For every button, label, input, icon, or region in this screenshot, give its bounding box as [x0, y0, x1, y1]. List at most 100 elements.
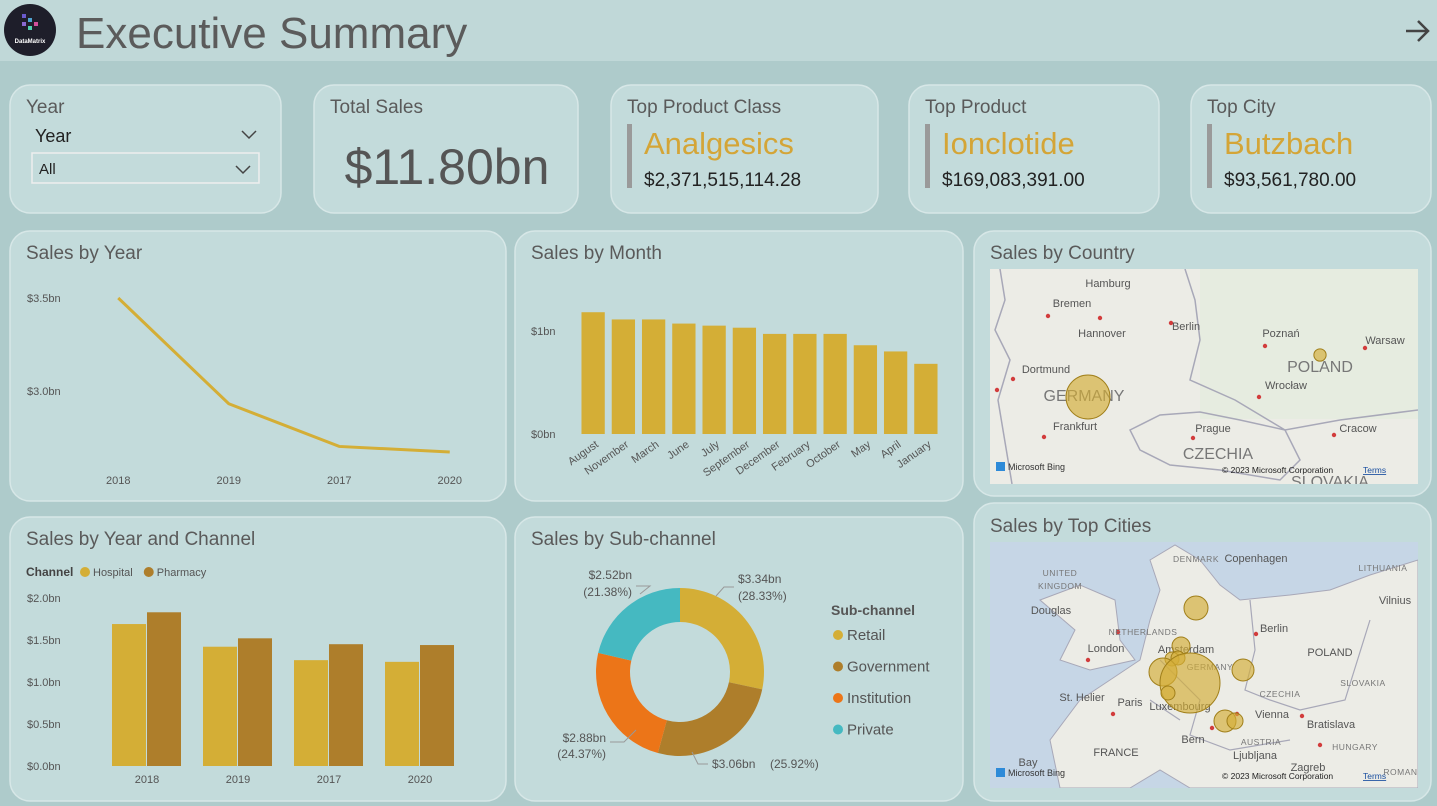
legend-marker	[833, 630, 843, 640]
bar	[420, 645, 454, 766]
chevron[interactable]	[241, 130, 257, 140]
data-label: (25.92%)	[770, 757, 819, 771]
card-name: Analgesics	[644, 126, 794, 161]
card-name: Butzbach	[1224, 126, 1353, 161]
chart-title: Sales by Year	[26, 243, 143, 264]
slicer-dropdown[interactable]	[31, 152, 260, 184]
map-label: Berlin	[1172, 321, 1200, 333]
map-label: Warsaw	[1365, 335, 1404, 347]
map-city-dot	[1097, 315, 1103, 321]
logo-text: DataMatrix	[15, 39, 46, 45]
leader-line	[610, 729, 637, 743]
map-city-dot	[1256, 394, 1262, 400]
map-attribution: Microsoft Bing	[1008, 768, 1065, 778]
bing-logo	[996, 462, 1005, 471]
bar	[853, 345, 878, 434]
card-value: $169,083,391.00	[942, 170, 1085, 191]
x-tick-label: 2018	[106, 475, 130, 487]
map-city-dot	[1010, 376, 1016, 382]
y-tick-label: $3.5bn	[27, 293, 61, 305]
map-bubble	[1313, 348, 1327, 362]
map-city-dot	[1209, 725, 1215, 731]
card-panel	[908, 84, 1160, 214]
map[interactable]: DENMARK Copenhagen LITHUANIA UNITED KINGDOM D…	[990, 542, 1427, 788]
map-label: ROMANIA	[1383, 767, 1426, 777]
map-label: Bay	[1019, 757, 1038, 769]
x-tick-label: 2020	[408, 774, 432, 786]
y-tick-label: $0bn	[531, 429, 555, 441]
bar	[762, 333, 787, 434]
map-city-dot	[1253, 631, 1259, 637]
bar	[732, 327, 757, 434]
donut-segment	[680, 588, 764, 690]
map-city-dot	[1262, 343, 1268, 349]
map[interactable]: Hamburg Bremen Hannover Berlin Poznań Warsaw D…	[990, 269, 1418, 491]
bar	[883, 351, 908, 434]
chevron[interactable]	[235, 165, 251, 175]
card-value: $2,371,515,114.28	[644, 170, 801, 191]
slicer-title: Year	[26, 97, 65, 118]
map-label: POLAND	[1287, 359, 1353, 376]
map-city-dot	[1362, 345, 1368, 351]
card-name: Ionclotide	[942, 126, 1075, 161]
card-panel	[610, 84, 879, 214]
map-bubble	[1065, 374, 1111, 420]
map-label: Hannover	[1078, 328, 1126, 340]
slicer-field[interactable]: Year	[35, 126, 71, 146]
y-tick-label: $1.0bn	[27, 677, 61, 689]
data-label: (21.38%)	[583, 585, 632, 599]
y-tick-label: $2.0bn	[27, 593, 61, 605]
accent-bar	[925, 124, 930, 188]
donut-segment	[657, 682, 763, 756]
map-attribution: Terms	[1363, 771, 1386, 781]
map-border	[994, 269, 1013, 484]
bar	[702, 325, 726, 434]
map-attribution: © 2023 Microsoft Corporation	[1222, 465, 1333, 475]
map-label: AUSTRIA	[1241, 737, 1281, 747]
map-region	[1200, 269, 1418, 419]
legend-label: Government	[847, 659, 930, 676]
map-bubble	[1160, 685, 1176, 701]
map-label: SLOVAKIA	[1291, 474, 1369, 491]
donut-segment	[598, 588, 680, 661]
card-value: $11.80bn	[345, 139, 550, 195]
logo-pixel	[22, 14, 26, 18]
map-label: SLOVAKIA	[1340, 678, 1385, 688]
data-label: $3.06bn	[712, 757, 755, 771]
map-label: CZECHIA	[1183, 446, 1254, 463]
data-label: $2.88bn	[563, 731, 606, 745]
map-city-dot	[1041, 434, 1047, 440]
map-bubble	[1183, 595, 1209, 621]
map-label: UNITED	[1043, 568, 1078, 578]
data-label: (28.33%)	[738, 589, 787, 603]
legend-label: Pharmacy	[157, 567, 207, 579]
card-title: Total Sales	[330, 97, 423, 118]
bar	[793, 333, 817, 434]
map-label: POLAND	[1307, 647, 1352, 659]
bar	[329, 644, 363, 766]
map-label: FRANCE	[1093, 747, 1138, 759]
map-land	[1039, 584, 1136, 671]
map-attribution: Terms	[1363, 465, 1386, 475]
leader-line	[691, 751, 708, 765]
legend-marker	[833, 724, 843, 735]
slicer-selection[interactable]: All	[39, 161, 56, 178]
map-label: Douglas	[1031, 605, 1072, 617]
map-label: Bremen	[1053, 298, 1092, 310]
map-label: Frankfurt	[1053, 421, 1097, 433]
header-bar	[0, 0, 1437, 61]
next-arrow[interactable]	[1406, 20, 1430, 42]
accent-bar	[1207, 124, 1212, 188]
line	[117, 296, 450, 454]
card-title: Top Product	[925, 97, 1027, 118]
y-tick-label: $0.0bn	[27, 761, 61, 773]
logo-pixel	[28, 26, 32, 30]
card-panel	[1190, 84, 1432, 214]
accent-bar	[627, 124, 632, 188]
map-label: Bern	[1181, 734, 1204, 746]
map-label: Berlin	[1260, 623, 1288, 635]
map-label: Dortmund	[1022, 364, 1070, 376]
legend-marker	[833, 661, 843, 672]
map-border	[1128, 411, 1301, 481]
